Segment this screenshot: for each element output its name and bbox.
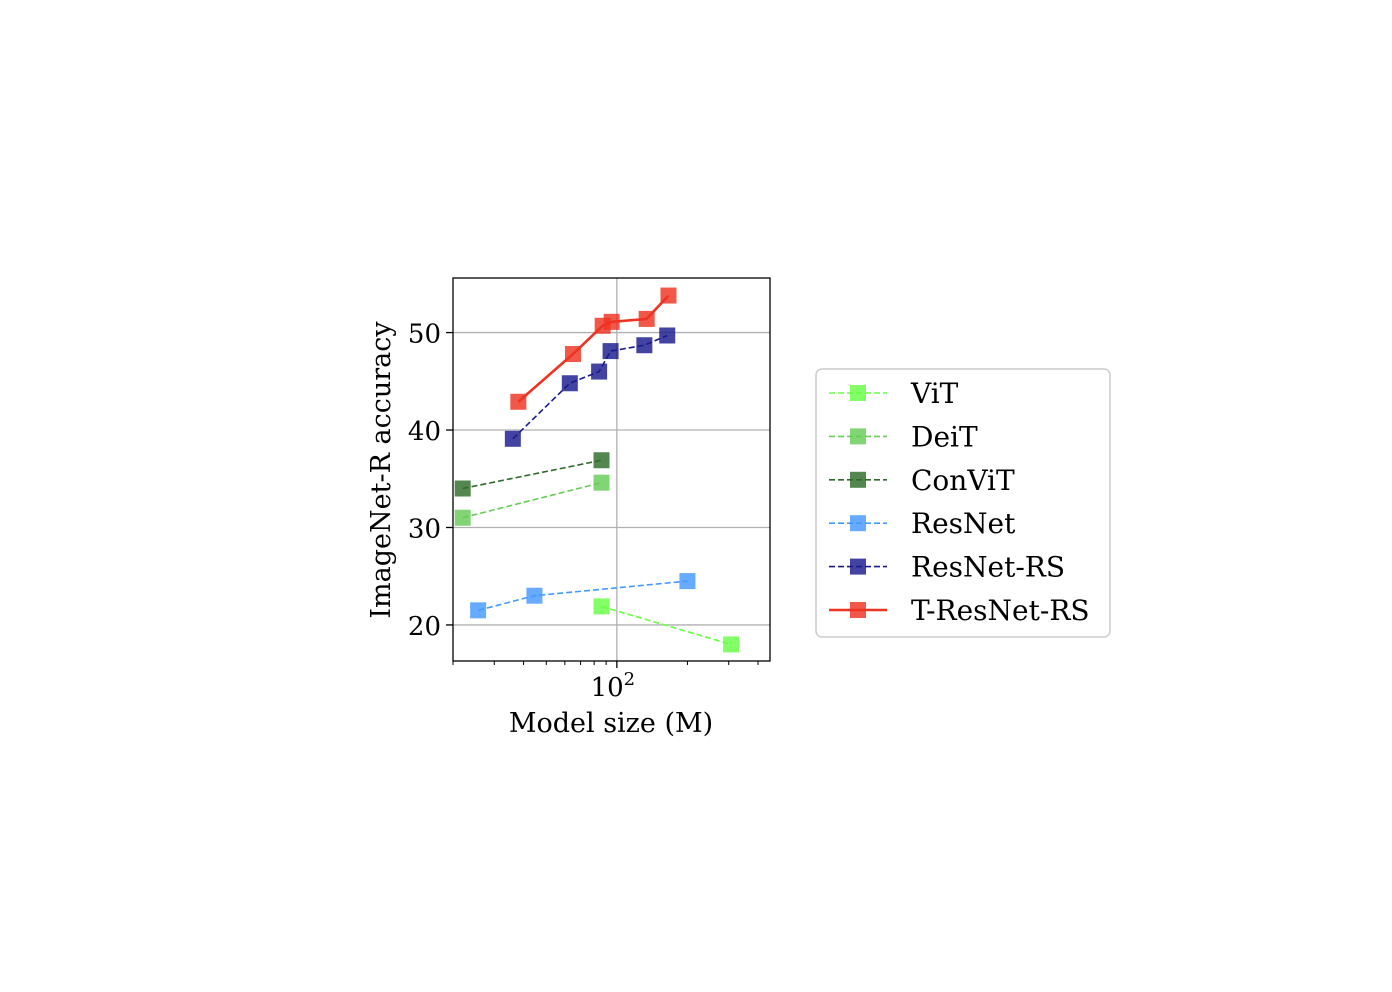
legend-label: T-ResNet-RS [911, 594, 1090, 627]
series-deit [454, 474, 610, 526]
y-axis-label: ImageNet-R accuracy [366, 321, 397, 619]
series-t-resnet-rs [510, 287, 677, 410]
legend-item-deit: DeiT [829, 420, 978, 453]
data-point-t-resnet-rs [565, 346, 582, 363]
legend-item-resnet-rs: ResNet-RS [829, 551, 1065, 584]
series-resnet [470, 573, 696, 619]
series-line-deit [462, 481, 602, 519]
series-line-resnet [477, 580, 688, 612]
data-point-deit [454, 509, 471, 526]
data-point-resnet-rs [561, 375, 578, 392]
legend-label: ResNet-RS [911, 551, 1065, 584]
plot-area-frame [452, 277, 771, 662]
legend-label: ResNet [911, 507, 1016, 540]
legend-item-resnet: ResNet [829, 507, 1016, 540]
legend-item-t-resnet-rs: T-ResNet-RS [829, 594, 1090, 627]
data-point-deit [593, 474, 610, 491]
data-point-resnet-rs [591, 363, 608, 380]
legend: ViT DeiT ConViT ResNet ResNet-RS T-ResNet-RS [815, 368, 1111, 638]
legend-label: ViT [910, 377, 959, 410]
data-point-t-resnet-rs [510, 393, 527, 410]
data-point-resnet-rs [636, 337, 653, 354]
data-point-resnet [526, 587, 543, 604]
data-point-t-resnet-rs [638, 310, 655, 327]
legend-item-convit: ConViT [829, 464, 1015, 497]
x-tick-label: 102 [591, 669, 636, 703]
data-point-resnet [679, 573, 696, 590]
axes: 20 30 40 50 102 [408, 320, 759, 703]
legend-marker [850, 385, 866, 401]
data-point-t-resnet-rs [603, 313, 620, 330]
data-point-resnet-rs [659, 327, 676, 344]
data-point-convit [454, 480, 471, 497]
data-point-resnet-rs [504, 430, 521, 447]
legend-frame [815, 368, 1111, 638]
series-convit [454, 452, 610, 497]
series-line-vit [601, 605, 732, 646]
legend-marker [850, 428, 866, 445]
y-tick-label: 20 [408, 612, 441, 642]
legend-marker [850, 602, 866, 618]
legend-label: ConViT [911, 464, 1015, 497]
series-vit [593, 598, 740, 653]
series-layer [454, 287, 740, 653]
data-point-t-resnet-rs [660, 287, 677, 304]
legend-item-vit: ViT [829, 377, 959, 410]
series-resnet-rs [504, 327, 676, 447]
legend-label: DeiT [911, 420, 978, 453]
data-point-convit [593, 452, 610, 469]
data-point-vit [723, 636, 740, 653]
y-tick-label: 30 [408, 514, 441, 544]
legend-marker [850, 471, 866, 488]
legend-marker [850, 558, 866, 575]
data-point-vit [593, 598, 610, 615]
legend-marker [850, 515, 866, 532]
grid-lines [453, 278, 770, 661]
series-line-convit [462, 459, 602, 490]
y-tick-label: 40 [408, 417, 441, 447]
x-axis-label: Model size (M) [509, 708, 713, 739]
data-point-resnet-rs [602, 343, 619, 360]
y-tick-label: 50 [408, 320, 441, 350]
data-point-resnet [470, 602, 487, 619]
